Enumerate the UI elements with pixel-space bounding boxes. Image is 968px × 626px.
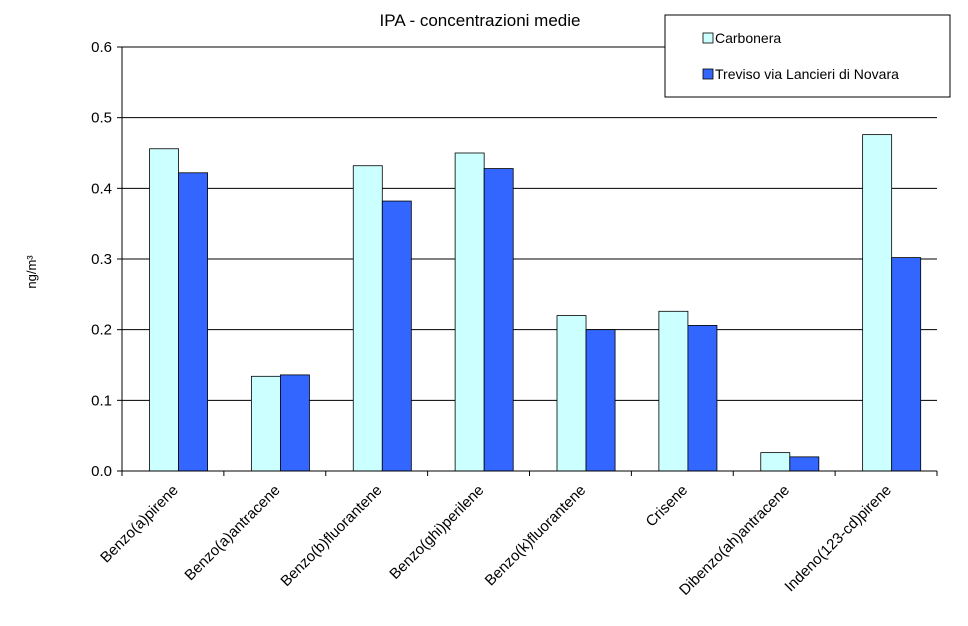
bar bbox=[891, 257, 922, 472]
bar bbox=[280, 374, 310, 472]
y-tick-label: 0.6 bbox=[91, 39, 112, 56]
legend-label: Carbonera bbox=[715, 30, 781, 46]
bar bbox=[789, 456, 820, 472]
y-tick-label: 0.0 bbox=[91, 463, 112, 480]
bar bbox=[178, 172, 208, 472]
legend-swatch bbox=[702, 32, 714, 44]
y-tick-label: 0.5 bbox=[91, 110, 112, 127]
y-axis-label: ng/m³ bbox=[24, 255, 39, 289]
chart-title: IPA - concentrazioni medie bbox=[380, 11, 581, 30]
y-tick-label: 0.4 bbox=[91, 180, 112, 197]
y-tick-label: 0.1 bbox=[91, 392, 112, 409]
bar bbox=[658, 310, 689, 472]
legend-label: Treviso via Lancieri di Novara bbox=[715, 66, 899, 82]
bar bbox=[687, 325, 718, 472]
bar bbox=[862, 134, 893, 472]
y-tick-label: 0.3 bbox=[91, 251, 112, 268]
bar bbox=[250, 375, 281, 472]
bar bbox=[585, 329, 616, 472]
bar bbox=[454, 152, 485, 472]
bar bbox=[760, 452, 791, 472]
bar bbox=[381, 200, 412, 472]
bar bbox=[352, 165, 383, 472]
bar bbox=[556, 315, 587, 472]
y-tick-label: 0.2 bbox=[91, 322, 112, 339]
bar bbox=[483, 168, 514, 472]
bar bbox=[149, 148, 179, 472]
legend-box bbox=[664, 14, 951, 98]
legend-swatch bbox=[702, 68, 714, 80]
